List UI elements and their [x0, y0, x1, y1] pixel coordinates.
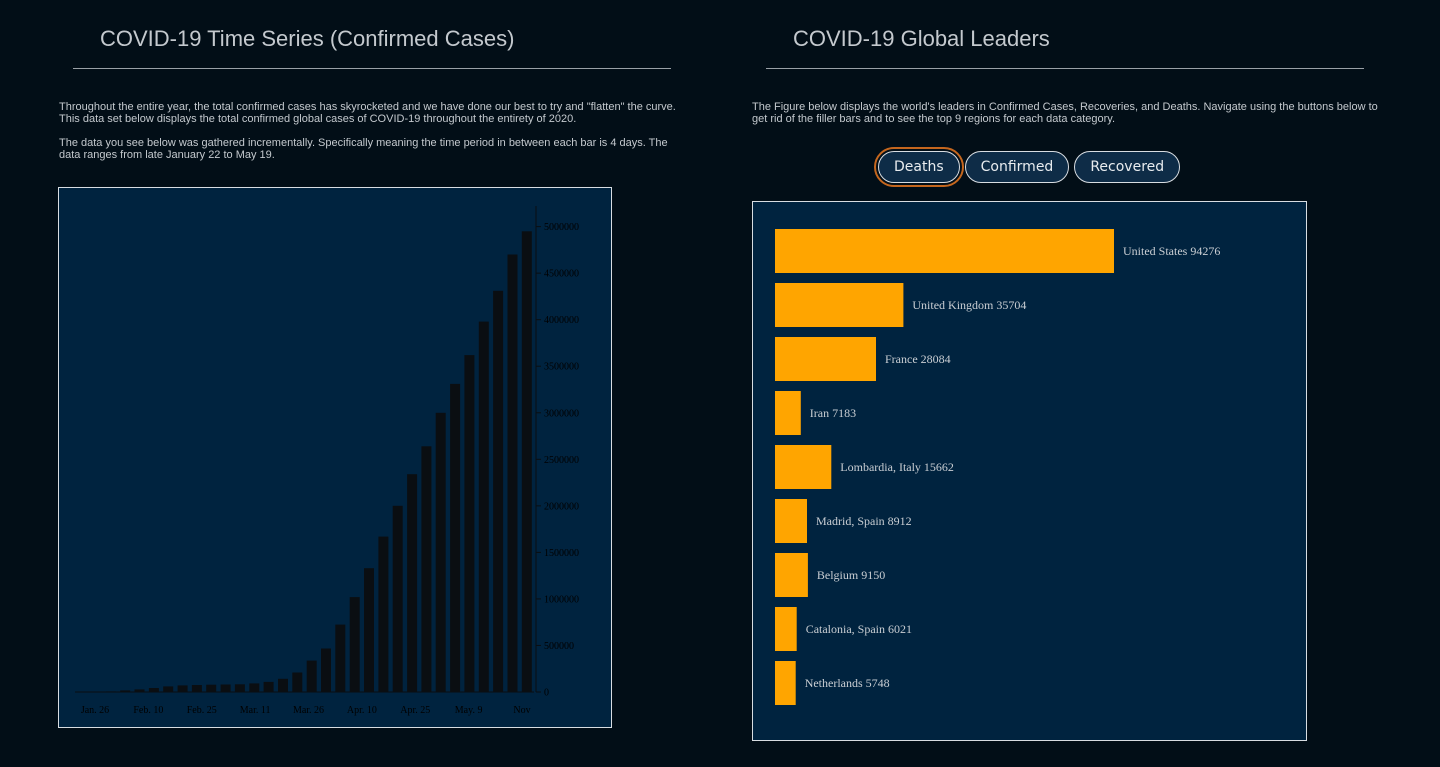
leader-bar — [775, 499, 807, 543]
leader-bar — [775, 607, 797, 651]
time-series-bar — [191, 685, 202, 692]
leader-bar — [775, 337, 876, 381]
y-axis-tick-label: 500000 — [544, 641, 574, 652]
time-series-bar — [521, 231, 532, 693]
confirmed-button[interactable]: Confirmed — [964, 151, 1070, 183]
time-series-description: Throughout the entire year, the total co… — [59, 101, 676, 125]
global-leaders-chart-svg: United States 94276 United Kingdom 35704 F… — [775, 229, 1220, 705]
category-button-group: Deaths Confirmed Recovered — [874, 147, 1181, 187]
time-series-bar — [349, 597, 360, 692]
time-series-chart: 0 500000 1000000 1500000 2000000 2500000 30000… — [58, 187, 612, 728]
y-axis-tick-label: 3000000 — [544, 408, 579, 419]
time-series-bar — [306, 660, 317, 692]
x-axis-tick-label: Apr. 25 — [400, 705, 430, 716]
y-axis-tick-label: 5000000 — [544, 222, 579, 233]
time-series-bar — [249, 683, 260, 692]
global-leaders-chart: United States 94276 United Kingdom 35704 F… — [752, 201, 1307, 741]
y-axis-tick-label: 3500000 — [544, 362, 579, 373]
time-series-bar — [263, 681, 274, 692]
time-series-panel: COVID-19 Time Series (Confirmed Cases) T… — [58, 26, 676, 728]
global-leaders-title: COVID-19 Global Leaders — [793, 26, 1050, 51]
leader-bar-label: Iran 7183 — [810, 406, 856, 420]
x-axis-tick-label: Jan. 26 — [81, 705, 109, 716]
leader-bar-label: Lombardia, Italy 15662 — [840, 460, 954, 474]
time-series-bar — [220, 684, 231, 692]
leader-bar-label: France 28084 — [885, 352, 951, 366]
x-axis-tick-label: Mar. 11 — [240, 705, 271, 716]
time-series-bar — [407, 474, 418, 692]
recovered-button[interactable]: Recovered — [1074, 151, 1181, 183]
title-divider — [766, 68, 1364, 69]
time-series-bar — [493, 290, 504, 692]
time-series-bar — [134, 689, 145, 692]
x-axis-tick-label: Nov — [513, 705, 530, 716]
global-leaders-description: The Figure below displays the world's le… — [752, 101, 1378, 125]
time-series-bar — [507, 254, 518, 692]
leader-bar — [775, 445, 832, 489]
y-axis-tick-label: 1500000 — [544, 548, 579, 559]
time-series-bar — [378, 536, 389, 692]
time-series-bar — [120, 690, 131, 692]
y-axis-tick-label: 2000000 — [544, 501, 579, 512]
leader-bar-label: Belgium 9150 — [817, 568, 885, 582]
time-series-data-note: The data you see below was gathered incr… — [59, 137, 668, 161]
time-series-bar — [335, 624, 346, 692]
time-series-bar — [163, 686, 174, 692]
leader-bar-label: Catalonia, Spain 6021 — [806, 622, 912, 636]
time-series-bar — [450, 383, 461, 692]
time-series-bar — [392, 505, 403, 692]
leader-bar-label: Netherlands 5748 — [805, 676, 890, 690]
leader-bar — [775, 283, 904, 327]
time-series-bar — [292, 672, 303, 692]
leader-bar-label: United States 94276 — [1123, 244, 1220, 258]
leader-bar — [775, 553, 808, 597]
time-series-bar — [364, 568, 374, 692]
deaths-button[interactable]: Deaths — [874, 147, 964, 187]
global-leaders-panel: COVID-19 Global Leaders The Figure below… — [720, 0, 1440, 767]
leader-bar — [775, 391, 801, 435]
time-series-bar — [478, 321, 489, 692]
title-divider — [73, 68, 671, 69]
y-axis-tick-label: 4000000 — [544, 315, 579, 326]
time-series-bar — [464, 355, 475, 692]
leader-bar — [775, 229, 1114, 273]
time-series-bar — [321, 648, 331, 692]
leader-bar-label: Madrid, Spain 8912 — [816, 514, 912, 528]
y-axis-tick-label: 1000000 — [544, 594, 579, 605]
y-axis-tick-label: 4500000 — [544, 269, 579, 280]
time-series-bar — [177, 685, 188, 692]
time-series-chart-svg: 0 500000 1000000 1500000 2000000 2500000 30000… — [75, 206, 579, 716]
leader-bar-label: United Kingdom 35704 — [912, 298, 1026, 312]
time-series-bar — [206, 684, 217, 692]
time-series-bar — [421, 446, 432, 692]
time-series-bar — [148, 688, 159, 692]
y-axis-tick-label: 0 — [544, 688, 549, 699]
y-axis-tick-label: 2500000 — [544, 455, 579, 466]
time-series-title: COVID-19 Time Series (Confirmed Cases) — [100, 26, 515, 51]
x-axis-tick-label: May. 9 — [455, 705, 483, 716]
time-series-bar — [435, 412, 446, 692]
leader-bar — [775, 661, 796, 705]
x-axis-tick-label: Feb. 10 — [133, 705, 163, 716]
x-axis-tick-label: Apr. 10 — [347, 705, 377, 716]
time-series-bar — [234, 684, 245, 692]
x-axis-tick-label: Mar. 26 — [293, 705, 324, 716]
time-series-bar — [278, 678, 288, 692]
x-axis-tick-label: Feb. 25 — [187, 705, 217, 716]
